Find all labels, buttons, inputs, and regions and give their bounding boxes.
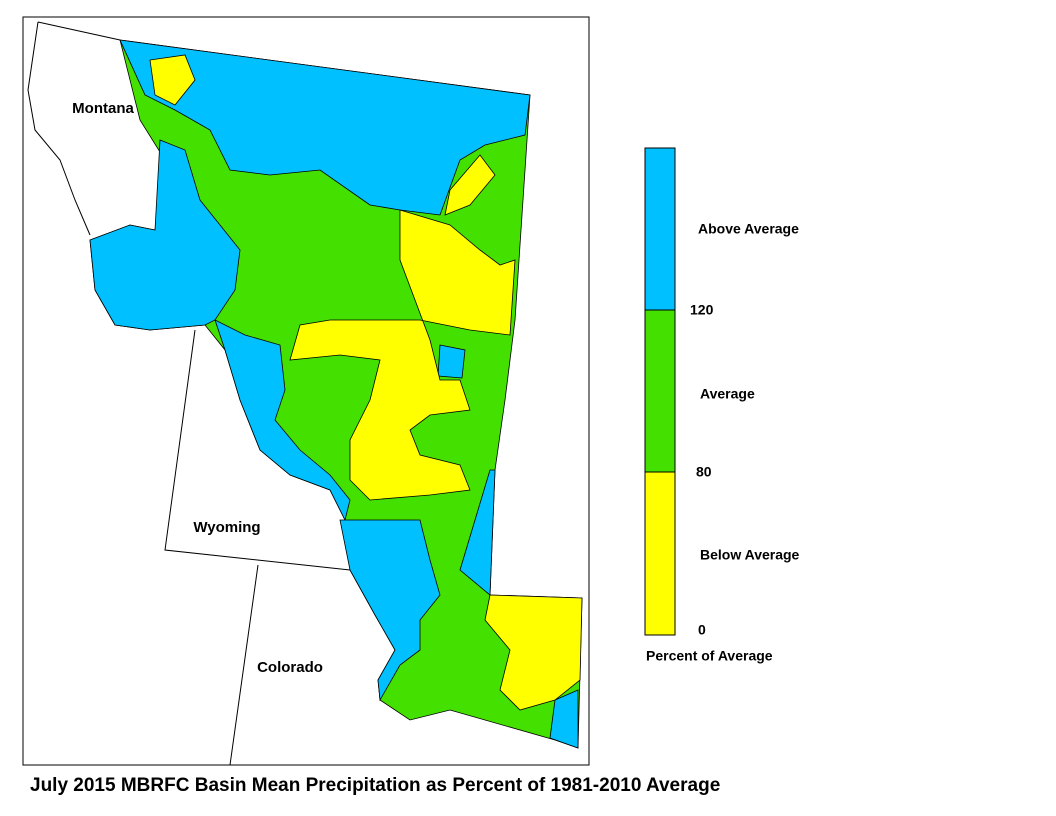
basin bbox=[289, 209, 516, 501]
map-frame bbox=[22, 16, 590, 766]
state-border bbox=[229, 564, 259, 766]
state-border bbox=[37, 21, 121, 41]
basin bbox=[214, 319, 351, 522]
legend-swatch bbox=[644, 147, 676, 311]
basin bbox=[549, 689, 579, 749]
state-border bbox=[164, 329, 351, 571]
legend-label: Above Average bbox=[698, 221, 799, 237]
basin bbox=[437, 344, 466, 379]
legend-tick: 120 bbox=[690, 302, 714, 318]
state-label: Wyoming bbox=[193, 519, 260, 536]
basin bbox=[119, 39, 531, 216]
legend-tick: 0 bbox=[698, 622, 706, 638]
legend-title: Percent of Average bbox=[646, 648, 773, 664]
basin bbox=[444, 154, 496, 216]
basin bbox=[89, 139, 241, 331]
legend-tick: 80 bbox=[696, 464, 712, 480]
state-label: Colorado bbox=[257, 659, 323, 676]
state-border bbox=[27, 21, 91, 236]
legend: Above Average Average Below Average 120 … bbox=[644, 147, 800, 664]
legend-label: Average bbox=[700, 386, 755, 402]
basin bbox=[459, 469, 496, 596]
legend-label: Below Average bbox=[700, 547, 800, 563]
caption: July 2015 MBRFC Basin Mean Precipitation… bbox=[30, 775, 720, 796]
basin bbox=[149, 54, 196, 106]
basins bbox=[89, 39, 583, 749]
legend-swatch bbox=[644, 471, 676, 636]
legend-swatch bbox=[644, 309, 676, 473]
state-label: Montana bbox=[72, 100, 134, 117]
basin bbox=[339, 519, 441, 702]
basin bbox=[484, 594, 583, 711]
state-outlines bbox=[27, 21, 351, 766]
